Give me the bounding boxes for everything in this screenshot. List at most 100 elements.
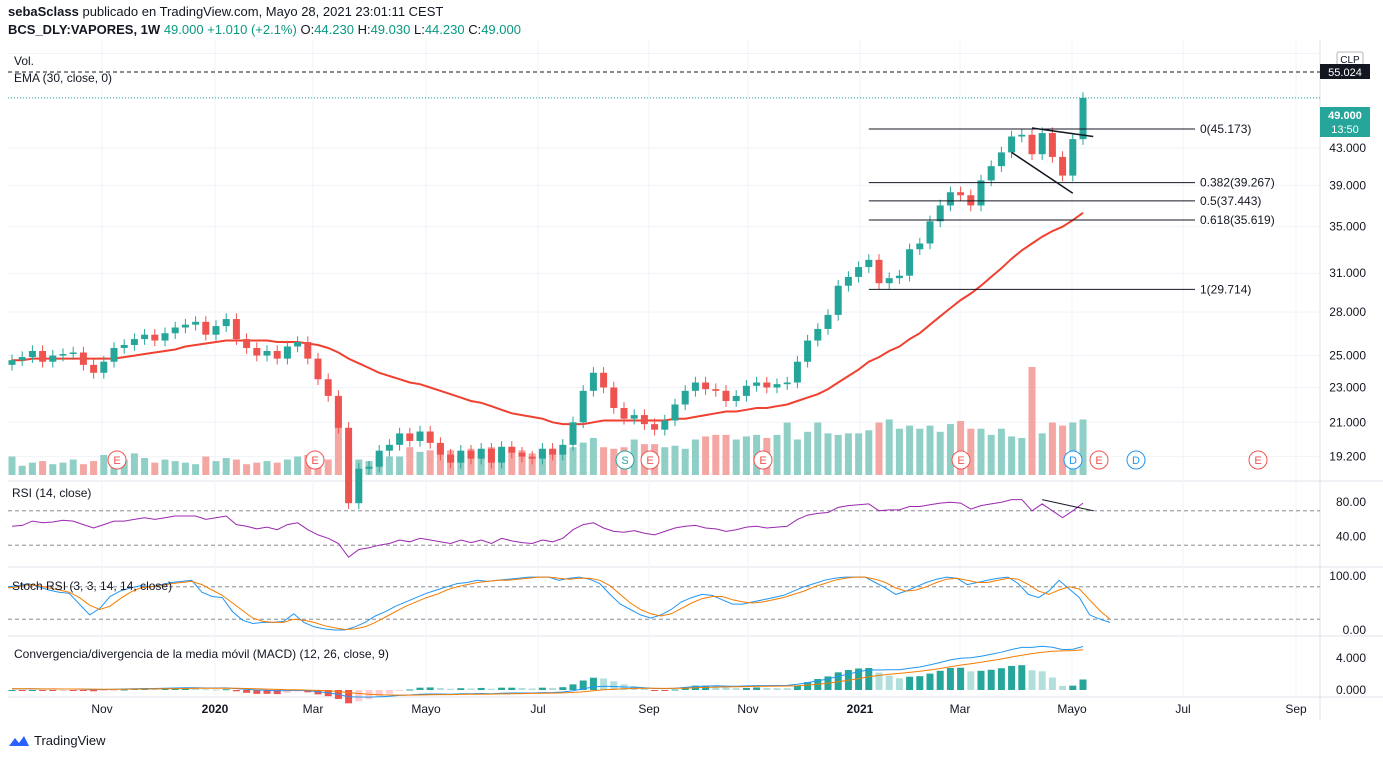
- candle-body: [702, 382, 710, 390]
- ema-line: [12, 211, 1084, 426]
- macd-histogram-bar: [559, 687, 567, 690]
- macd-histogram-bar: [1008, 665, 1016, 690]
- macd-histogram-bar: [967, 671, 975, 690]
- volume-bar: [283, 459, 291, 475]
- macd-histogram-bar: [977, 670, 985, 690]
- ema-label: EMA (30, close, 0): [14, 71, 112, 85]
- candle-body: [151, 334, 159, 341]
- macd-histogram-bar: [487, 688, 495, 690]
- symbol-name[interactable]: BCS_DLY:VAPORES, 1W: [8, 22, 161, 37]
- ohlc-close: C:49.000: [468, 22, 521, 37]
- rsi-axis-label: 80.00: [1336, 495, 1366, 509]
- candle-body: [620, 407, 628, 419]
- candle-body: [59, 354, 67, 356]
- macd-histogram-bar: [18, 690, 26, 691]
- candle-body: [477, 448, 485, 459]
- volume-bar: [997, 428, 1005, 475]
- candle-body: [324, 379, 332, 396]
- volume-bar: [957, 421, 965, 475]
- event-marker-label: E: [957, 455, 964, 467]
- fibonacci-retracement[interactable]: 0(45.173) 0.382(39.267) 0.5(37.443) 0.618(3…: [868, 122, 1275, 296]
- pane-labels: Vol. EMA (30, close, 0) RSI (14, close) …: [12, 54, 389, 661]
- candle-body: [406, 433, 414, 441]
- volume-bar: [212, 461, 220, 475]
- macd-histogram-bar: [987, 669, 995, 690]
- candle-body: [681, 390, 689, 405]
- volume-bar: [508, 451, 516, 475]
- candle-body: [967, 195, 975, 206]
- candle-body: [212, 326, 220, 335]
- candle-body: [753, 382, 761, 386]
- candle-body: [783, 382, 791, 385]
- time-axis[interactable]: Nov 2020 Mar Mayo Jul Sep Nov 2021 Mar Mayo Jul Sep: [91, 702, 1307, 716]
- last-price-tag-text: 49.000: [1328, 110, 1362, 122]
- volume-bar: [865, 430, 873, 475]
- macd-histogram-bar: [232, 690, 240, 692]
- candle-body: [192, 321, 200, 325]
- volume-bar: [691, 439, 699, 475]
- candle-body: [355, 468, 363, 504]
- currency-label[interactable]: CLP: [1340, 55, 1360, 66]
- candle-body: [1059, 156, 1067, 176]
- macd-axis-label: 0.000: [1336, 683, 1366, 697]
- macd-histogram-bar: [263, 690, 271, 694]
- macd-histogram-bar: [477, 687, 485, 690]
- ohlc-high: H:49.030: [357, 22, 411, 37]
- macd-histogram-bar: [895, 678, 903, 690]
- volume-bar: [222, 458, 230, 475]
- macd-histogram-bar: [90, 690, 98, 692]
- candle-body: [885, 278, 893, 284]
- candle-body: [304, 342, 312, 359]
- event-marker: [107, 450, 127, 470]
- volume-bar: [895, 428, 903, 475]
- volume-bar: [69, 459, 77, 475]
- price-axis-label: 25.000: [1329, 349, 1366, 363]
- trend-line: [1031, 127, 1094, 138]
- drawings[interactable]: [1011, 127, 1094, 194]
- volume-bar: [702, 436, 710, 475]
- volume-bar: [630, 439, 638, 475]
- event-marker: [1063, 450, 1083, 470]
- candle-body: [263, 350, 271, 356]
- macd-histogram-bar: [804, 682, 812, 690]
- candle-body: [253, 347, 261, 356]
- event-marker-label: S: [621, 455, 628, 467]
- candle-body: [447, 454, 455, 463]
- candle-body: [712, 389, 720, 391]
- candle-body: [936, 205, 944, 222]
- macd-histogram-bar: [528, 688, 536, 690]
- candle-body: [865, 259, 873, 268]
- macd-histogram-bar: [875, 672, 883, 690]
- ohlc-low: L:44.230: [413, 22, 465, 37]
- volume-bar: [406, 447, 414, 475]
- candle-body: [39, 350, 47, 362]
- volume-bar: [987, 434, 995, 475]
- price-axis-label: 39.000: [1329, 178, 1366, 192]
- volume-bar: [1048, 422, 1056, 475]
- rsi-axis-label: 40.00: [1336, 530, 1366, 544]
- candles[interactable]: [8, 92, 1087, 509]
- macd-histogram-bar: [589, 677, 597, 690]
- volume-bar: [192, 464, 200, 475]
- candle-body: [487, 448, 495, 463]
- candle-body: [559, 444, 567, 455]
- volume-bar: [610, 448, 618, 475]
- price-axis-label: 43.000: [1329, 141, 1366, 155]
- price-axis[interactable]: 43.000 39.000 35.000 31.000 28.000 25.000 23.0…: [1329, 141, 1366, 464]
- volume-bar: [681, 448, 689, 475]
- event-marker-label: E: [1254, 455, 1261, 467]
- macd-histogram-bar: [671, 689, 679, 691]
- volume-bar: [396, 456, 404, 475]
- macd-histogram-bar: [579, 680, 587, 690]
- grid: [8, 40, 1383, 720]
- macd-histogram-bar: [549, 687, 557, 690]
- macd-histogram-bar: [28, 690, 36, 691]
- volume-bar: [926, 425, 934, 475]
- time-axis-label: Sep: [1285, 702, 1307, 716]
- macd-histogram-bar: [436, 687, 444, 690]
- macd-histogram-bar: [865, 667, 873, 690]
- tradingview-brand[interactable]: TradingView: [8, 733, 106, 748]
- author-name[interactable]: sebaSclass: [8, 4, 79, 19]
